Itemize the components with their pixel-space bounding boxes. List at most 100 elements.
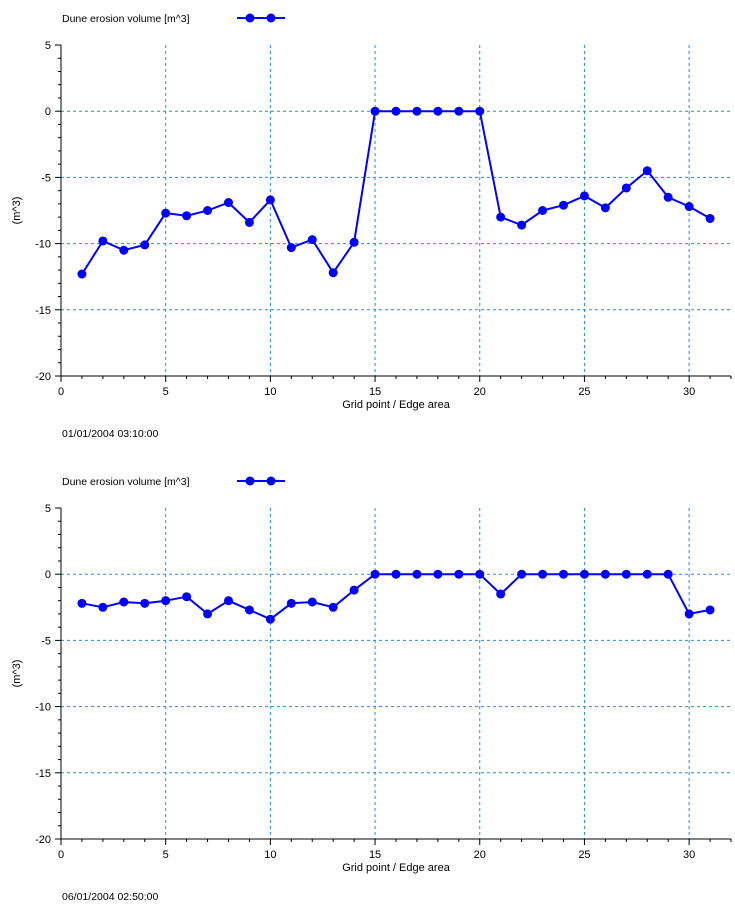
data-point	[308, 598, 317, 607]
data-point	[224, 198, 233, 207]
data-point	[329, 268, 338, 277]
data-point	[350, 586, 359, 595]
data-point	[517, 570, 526, 579]
data-point	[685, 609, 694, 618]
series-line	[82, 574, 710, 619]
data-point	[496, 590, 505, 599]
data-point	[601, 570, 610, 579]
series-line	[82, 111, 710, 274]
y-tick-label: -15	[35, 305, 51, 317]
data-point	[392, 570, 401, 579]
y-tick-label: 5	[45, 503, 51, 515]
data-point	[329, 603, 338, 612]
x-tick-label: 25	[578, 386, 590, 398]
x-tick-label: 15	[369, 386, 381, 398]
legend-marker	[267, 477, 276, 486]
data-point	[580, 191, 589, 200]
data-point	[266, 615, 275, 624]
data-point	[433, 107, 442, 116]
x-tick-label: 25	[578, 849, 590, 861]
data-point	[559, 570, 568, 579]
x-tick-label: 20	[474, 386, 486, 398]
data-point	[622, 183, 631, 192]
data-point	[350, 238, 359, 247]
y-tick-label: -20	[35, 371, 51, 383]
data-point	[287, 599, 296, 608]
data-point	[287, 243, 296, 252]
data-point	[224, 596, 233, 605]
data-point	[182, 211, 191, 220]
data-point	[140, 240, 149, 249]
data-point	[475, 107, 484, 116]
legend-label: Dune erosion volume [m^3]	[62, 13, 190, 25]
x-tick-label: 0	[58, 386, 64, 398]
timestamp: 01/01/2004 03:10:00	[62, 428, 159, 440]
x-tick-label: 10	[264, 386, 276, 398]
data-point	[77, 599, 86, 608]
data-point	[496, 213, 505, 222]
data-point	[245, 605, 254, 614]
y-tick-label: 0	[45, 106, 51, 118]
x-axis-label: Grid point / Edge area	[342, 399, 451, 411]
data-point	[371, 570, 380, 579]
x-axis-label: Grid point / Edge area	[342, 862, 451, 874]
data-point	[475, 570, 484, 579]
chart-panel-2: Dune erosion volume [m^3] 5 0 -5 -10 -15 -20 0 5…	[11, 476, 731, 903]
y-axis-label: (m^3)	[11, 197, 23, 225]
y-tick-label: 5	[45, 40, 51, 52]
timestamp: 06/01/2004 02:50:00	[62, 891, 159, 903]
data-point	[371, 107, 380, 116]
data-point	[412, 570, 421, 579]
data-point	[706, 605, 715, 614]
data-point	[98, 236, 107, 245]
data-point	[622, 570, 631, 579]
data-point	[182, 592, 191, 601]
x-tick-label: 5	[163, 386, 169, 398]
x-tick-label: 5	[163, 849, 169, 861]
data-point	[454, 570, 463, 579]
data-point	[266, 195, 275, 204]
chart-panel-1: Dune erosion volume [m^3] 5 0 -5 -10 -15 -20 0 5…	[11, 13, 731, 440]
x-tick-label: 0	[58, 849, 64, 861]
x-tick-label: 20	[474, 849, 486, 861]
y-tick-label: -10	[35, 239, 51, 251]
x-tick-label: 30	[683, 849, 695, 861]
data-point	[412, 107, 421, 116]
data-point	[559, 201, 568, 210]
data-point	[119, 246, 128, 255]
data-point	[98, 603, 107, 612]
x-tick-label: 30	[683, 386, 695, 398]
data-point	[454, 107, 463, 116]
data-point	[161, 209, 170, 218]
data-point	[685, 202, 694, 211]
data-point	[706, 214, 715, 223]
data-point	[392, 107, 401, 116]
y-tick-label: -15	[35, 768, 51, 780]
data-point	[643, 166, 652, 175]
data-point	[664, 193, 673, 202]
data-point	[517, 221, 526, 230]
y-tick-label: -5	[41, 635, 51, 647]
x-tick-label: 15	[369, 849, 381, 861]
data-point	[643, 570, 652, 579]
data-point	[308, 235, 317, 244]
data-point	[77, 270, 86, 279]
y-tick-label: 0	[45, 569, 51, 581]
data-point	[538, 206, 547, 215]
data-point	[203, 609, 212, 618]
y-axis-label: (m^3)	[11, 660, 23, 688]
data-point	[119, 598, 128, 607]
data-point	[161, 596, 170, 605]
data-point	[245, 218, 254, 227]
data-point	[601, 203, 610, 212]
data-point	[203, 206, 212, 215]
y-tick-label: -20	[35, 834, 51, 846]
y-tick-label: -10	[35, 702, 51, 714]
data-point	[664, 570, 673, 579]
legend-marker	[246, 477, 255, 486]
legend-marker	[267, 14, 276, 23]
legend-marker	[246, 14, 255, 23]
data-point	[433, 570, 442, 579]
